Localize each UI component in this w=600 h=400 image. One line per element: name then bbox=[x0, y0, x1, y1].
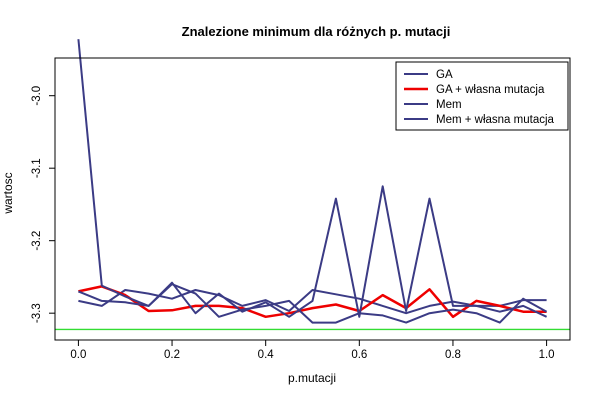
y-axis-label: wartosc bbox=[1, 172, 15, 214]
plot-frame bbox=[54, 57, 571, 341]
legend-entry: Mem + własna mutacja bbox=[436, 114, 555, 126]
series-line-1 bbox=[78, 289, 547, 315]
x-axis-label: p.mutacji bbox=[288, 371, 336, 385]
legend: GA GA + własna mutacja Mem Mem + własna mut… bbox=[395, 61, 569, 131]
legend-entry: GA + własna mutacja bbox=[436, 84, 545, 96]
y-tick-label: -3.2 bbox=[31, 231, 43, 251]
plot-area: 0.0 0.2 0.4 0.6 0.8 1.0 -3.3 -3.2 -3.1 -3.0 bbox=[31, 39, 571, 361]
x-tick-label: 0.0 bbox=[70, 349, 86, 361]
x-tick-label: 0.6 bbox=[351, 349, 367, 361]
legend-entry: GA bbox=[436, 69, 453, 81]
x-tick-label: 0.2 bbox=[164, 349, 180, 361]
x-tick-label: 1.0 bbox=[539, 349, 555, 361]
y-tick-label: -3.1 bbox=[31, 158, 43, 178]
series-line-4 bbox=[78, 283, 548, 324]
x-tick-label: 0.8 bbox=[445, 349, 461, 361]
legend-entry: Mem bbox=[436, 99, 462, 111]
chart-title: Znalezione minimum dla różnych p. mutacj… bbox=[182, 24, 451, 39]
x-tick-label: 0.4 bbox=[258, 349, 275, 361]
y-tick-label: -3.3 bbox=[31, 303, 43, 323]
y-tick-label: -3.0 bbox=[31, 86, 43, 106]
